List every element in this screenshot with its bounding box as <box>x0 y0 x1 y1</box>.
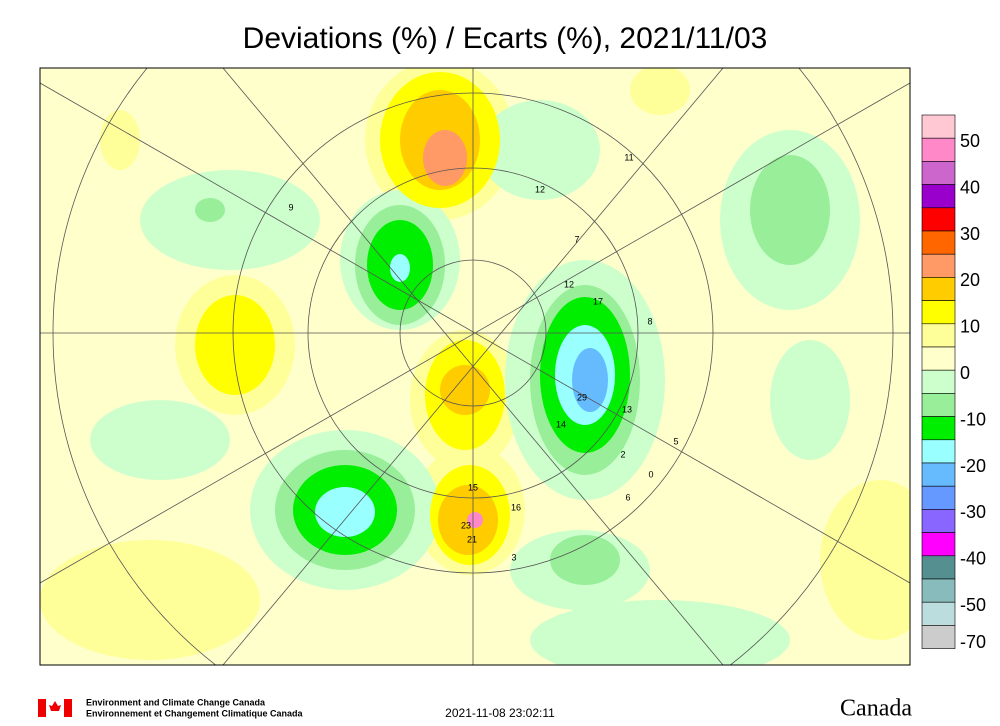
station-label: 11 <box>624 152 633 162</box>
colorbar-swatch <box>921 253 956 278</box>
colorbar-label: 10 <box>960 317 980 337</box>
colorbar-label: 50 <box>960 131 980 151</box>
colorbar-swatch <box>921 555 956 580</box>
colorbar-swatch <box>921 114 956 139</box>
station-label: 3 <box>511 552 516 562</box>
station-label: 8 <box>647 316 652 326</box>
colorbar-swatch <box>921 462 956 487</box>
station-label: 12 <box>564 279 574 289</box>
colorbar-swatch <box>921 393 956 417</box>
station-label: 15 <box>468 482 478 492</box>
station-label: 9 <box>288 202 293 212</box>
colorbar-swatch <box>921 184 956 209</box>
station-label: 14 <box>556 419 566 429</box>
colorbar-label: -50 <box>960 595 986 615</box>
colorbar-swatch <box>921 161 956 185</box>
station-label: 29 <box>577 392 587 402</box>
colorbar-label: 0 <box>960 363 970 383</box>
colorbar-label: -10 <box>960 409 986 429</box>
colorbar: 50 40 30 20 10 0 -10 -20 -30 -40 -50 -70 <box>921 114 986 652</box>
colorbar-swatch <box>921 346 956 371</box>
colorbar-swatch <box>921 625 956 649</box>
colorbar-swatch <box>921 485 956 510</box>
footer: Environment and Climate Change Canada En… <box>38 696 912 722</box>
colorbar-swatch <box>921 277 956 301</box>
map-frame <box>39 67 911 666</box>
station-label: 16 <box>511 502 521 512</box>
colorbar-swatch <box>921 439 956 464</box>
colorbar-label: 40 <box>960 177 980 197</box>
colorbar-swatch <box>921 207 956 232</box>
station-label: 7 <box>574 234 579 244</box>
colorbar-swatch <box>921 300 956 325</box>
station-label: 12 <box>535 184 545 194</box>
colorbar-label: -30 <box>960 502 986 522</box>
station-label: 21 <box>467 534 477 544</box>
agency-fr: Environnement et Changement Climatique C… <box>86 708 304 718</box>
map: 15 23 21 16 12 17 13 29 14 8 7 3 2 6 0 5 11 9 12 <box>40 68 910 665</box>
colorbar-swatch <box>921 230 956 255</box>
station-label: 13 <box>622 404 632 414</box>
station-label: 6 <box>625 492 630 502</box>
colorbar-label: -70 <box>960 632 986 652</box>
station-label: 23 <box>461 520 471 530</box>
station-label: 5 <box>673 436 678 446</box>
colorbar-label: -40 <box>960 549 986 569</box>
colorbar-swatch <box>921 137 956 162</box>
timestamp: 2021-11-08 23:02:11 <box>445 706 555 720</box>
colorbar-label: 30 <box>960 224 980 244</box>
title: Deviations (%) / Ecarts (%), 2021/11/03 <box>243 22 768 55</box>
agency-en: Environment and Climate Change Canada <box>86 697 266 707</box>
station-label: 17 <box>593 296 603 306</box>
station-label: 0 <box>648 469 653 479</box>
colorbar-swatch <box>921 416 956 441</box>
colorbar-swatch <box>921 369 956 394</box>
colorbar-swatch <box>921 601 956 626</box>
colorbar-label: 20 <box>960 270 980 290</box>
colorbar-swatch <box>921 532 956 557</box>
colorbar-swatch <box>921 323 956 348</box>
colorbar-swatch <box>921 509 956 533</box>
colorbar-label: -20 <box>960 456 986 476</box>
wordmark: Canada <box>840 696 912 722</box>
station-label: 2 <box>620 449 625 459</box>
colorbar-swatch <box>921 578 956 603</box>
